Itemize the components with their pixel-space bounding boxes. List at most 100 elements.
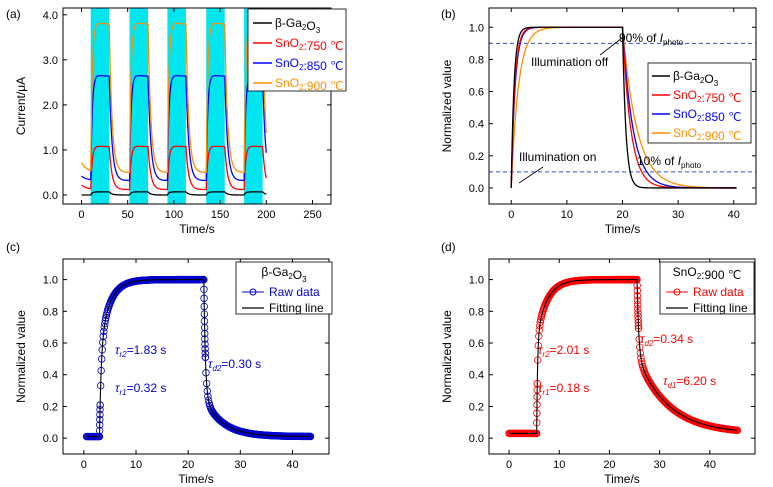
panel-b-y-axis-label: Normalized value (440, 59, 454, 152)
text-span: β-Ga (673, 69, 700, 83)
text-span: :750 ℃ (701, 91, 741, 105)
panel-d-x-axis-label: Time/s (604, 472, 640, 486)
annotation-pointer (599, 37, 623, 56)
panel-b-x-tick-label: 0 (508, 209, 514, 221)
subscript: 3 (714, 79, 719, 88)
panel-b-x-tick-label: 10 (561, 209, 573, 221)
annotation-pointer (518, 166, 544, 184)
tau-subscript: d2 (645, 339, 654, 348)
subscript: photo (663, 38, 684, 47)
panel-d-x-tick-label: 0 (506, 459, 512, 471)
subscript: photo (681, 161, 702, 170)
illumination-window (167, 8, 186, 204)
legend-label: β-Ga2O3 (673, 69, 719, 88)
panel-d-y-tick-label: 0.2 (469, 401, 484, 413)
panel-d-y-tick-label: 0.6 (469, 338, 484, 350)
panel-d-y-tick-label: 0.0 (469, 433, 484, 445)
legend-label: Fitting line (269, 301, 324, 315)
annotation-illumination-on: Illumination on (519, 150, 596, 164)
text-span: O (306, 19, 315, 33)
text-span: :850 ℃ (701, 110, 741, 124)
panel-a-x-tick-label: 150 (211, 209, 229, 221)
panel-d-y-tick-label: 1.0 (469, 275, 484, 287)
panel-a-x-tick-label: 200 (257, 209, 275, 221)
series-line (81, 191, 267, 196)
tau-annotation: τd1=6.20 s (663, 374, 716, 390)
text-span: :900 ℃ (701, 129, 741, 143)
panel-d-plot-frame (488, 258, 756, 455)
tau-value: =0.18 s (550, 381, 590, 395)
panel-b-x-tick-label: 30 (672, 209, 684, 221)
panel-c-y-tick-label: 0.2 (43, 401, 58, 413)
illumination-window (90, 8, 110, 204)
series-line (81, 74, 267, 182)
panel-a-y-tick-label: 1.0 (43, 145, 58, 157)
legend-label: Fitting line (693, 301, 748, 315)
panel-a-x-axis-label: Time/s (179, 222, 215, 236)
subscript: 2 (299, 63, 304, 72)
subscript: 2 (697, 114, 702, 123)
tau-annotation: τr2=1.83 s (115, 343, 166, 359)
panel-a-chart: 0 50 100 150 200 250 0.0 1.0 2.0 3.0 4.0 Time/s Curr… (14, 7, 347, 236)
tau-value: =6.20 s (676, 374, 716, 388)
annotation-10-percent: 10% of Iphoto (637, 154, 702, 170)
panel-a-y-axis-label: Current/μA (14, 77, 28, 135)
panel-c-y-tick-label: 0.4 (43, 370, 58, 382)
tau-symbol: τ (115, 343, 121, 357)
tau-subscript: r1 (543, 388, 550, 397)
tau-subscript: d2 (213, 364, 222, 373)
legend-label: Raw data (693, 285, 744, 299)
panel-b-y-tick-label: 0.6 (469, 87, 484, 99)
tau-symbol: τ (663, 374, 669, 388)
panel-b-y-tick-label: 0.0 (469, 183, 484, 195)
tau-annotation: τd2=0.34 s (640, 332, 693, 348)
text-span: SnO (275, 56, 299, 70)
text-span: SnO (673, 88, 697, 102)
text-span: SnO (673, 107, 697, 121)
legend-title: SnO2:900 ℃ (673, 265, 742, 282)
panel-d-y-axis-label: Normalized value (440, 310, 454, 403)
legend-label: SnO2:750 ℃ (275, 36, 344, 53)
tau-value: =0.32 s (127, 381, 167, 395)
subscript: 2 (288, 272, 293, 281)
panel-a-plot-frame (62, 7, 332, 205)
legend-box (247, 8, 347, 92)
subscript: 2 (302, 23, 307, 32)
subscript: 2 (697, 95, 702, 104)
panel-c-plot-frame (62, 258, 330, 455)
fitting-line (509, 279, 738, 434)
fitting-line (86, 279, 311, 438)
legend-label: SnO2:850 ℃ (673, 107, 742, 124)
text-span: :750 ℃ (303, 39, 343, 53)
text-span: β-Ga (261, 265, 288, 279)
legend-label: SnO2:850 ℃ (275, 56, 344, 73)
legend-label: β-Ga2O3 (275, 16, 321, 35)
text-span: SnO (275, 36, 299, 50)
panel-d-x-tick-label: 30 (654, 459, 666, 471)
subscript: 3 (316, 26, 321, 35)
panel-b-y-tick-label: 0.8 (469, 54, 484, 66)
tau-subscript: d1 (668, 381, 677, 390)
tau-symbol: τ (640, 332, 646, 346)
panel-c-y-axis-label: Normalized value (14, 310, 28, 403)
tau-value: =1.83 s (127, 343, 167, 357)
tau-value: =0.34 s (653, 332, 693, 346)
text-span: SnO (673, 265, 697, 279)
tau-value: =0.30 s (221, 357, 261, 371)
tau-subscript: r2 (120, 350, 128, 359)
text-span: :850 ℃ (303, 59, 343, 73)
panel-a-x-tick-label: 100 (165, 209, 183, 221)
panel-b-x-tick-label: 20 (616, 209, 628, 221)
legend-marker (249, 288, 257, 296)
subscript: 2 (697, 133, 702, 142)
panel-label-a: (a) (6, 7, 21, 21)
panel-c-x-axis-label: Time/s (178, 472, 214, 486)
panel-d-y-tick-label: 0.8 (469, 306, 484, 318)
illumination-window (206, 8, 225, 204)
panel-c-x-tick-label: 0 (81, 459, 87, 471)
tau-symbol: τ (115, 381, 121, 395)
panel-a-x-tick-label: 250 (303, 209, 321, 221)
tau-subscript: r1 (120, 388, 127, 397)
panel-a-y-tick-label: 2.0 (43, 100, 58, 112)
